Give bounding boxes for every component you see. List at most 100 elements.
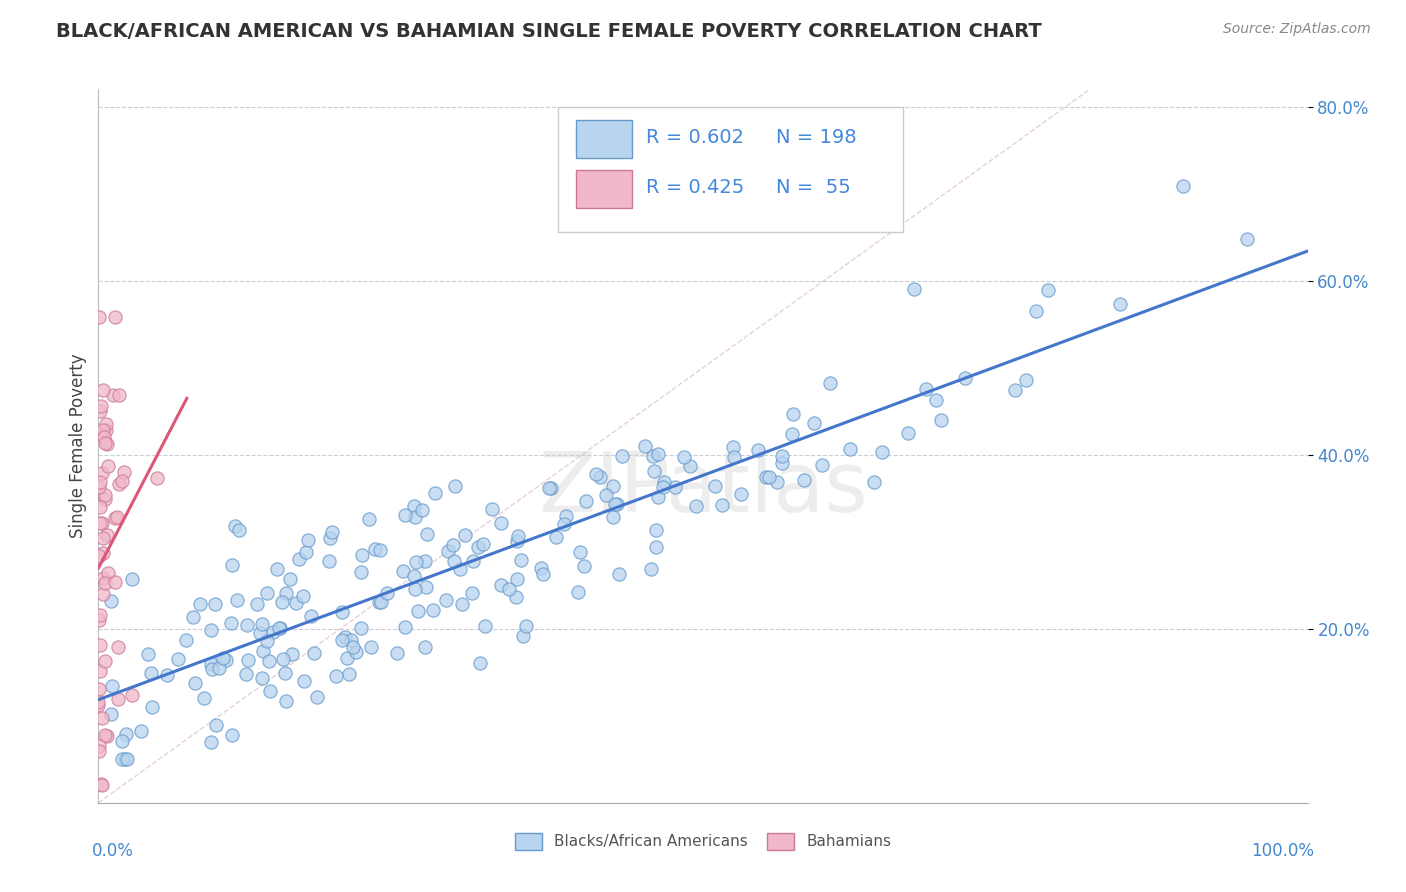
Point bbox=[451, 597, 474, 611]
Point bbox=[404, 569, 426, 583]
Point bbox=[91, 571, 114, 585]
Point bbox=[318, 554, 340, 568]
Point bbox=[350, 566, 373, 580]
Point bbox=[368, 543, 391, 558]
Point bbox=[567, 585, 589, 599]
Point bbox=[321, 524, 343, 539]
Point bbox=[443, 478, 465, 492]
Point bbox=[515, 619, 537, 633]
Point bbox=[278, 572, 301, 586]
Point bbox=[489, 577, 512, 591]
Point bbox=[544, 530, 567, 544]
Point bbox=[249, 626, 271, 640]
Point bbox=[219, 616, 242, 631]
Point bbox=[305, 690, 328, 704]
Point bbox=[156, 668, 179, 682]
Point bbox=[250, 616, 273, 631]
Point bbox=[897, 425, 920, 440]
Point bbox=[101, 388, 124, 402]
Point bbox=[292, 673, 315, 688]
Point bbox=[1025, 303, 1047, 318]
Point bbox=[640, 561, 662, 575]
Point bbox=[181, 609, 204, 624]
Point bbox=[467, 541, 489, 555]
Point bbox=[274, 586, 297, 600]
Point bbox=[297, 533, 319, 547]
Point bbox=[93, 430, 115, 444]
Point bbox=[94, 436, 117, 450]
Point bbox=[489, 516, 512, 530]
Point bbox=[415, 580, 437, 594]
Point bbox=[200, 657, 222, 671]
Point bbox=[723, 450, 745, 465]
Point bbox=[820, 376, 842, 391]
Point bbox=[392, 565, 415, 579]
Point bbox=[91, 587, 114, 601]
Point bbox=[302, 646, 325, 660]
Y-axis label: Single Female Poverty: Single Female Poverty bbox=[69, 354, 87, 538]
Point bbox=[585, 467, 607, 481]
Point bbox=[415, 554, 437, 568]
Point bbox=[87, 695, 110, 709]
Point bbox=[96, 729, 118, 743]
Point bbox=[212, 650, 235, 665]
Point bbox=[766, 475, 789, 489]
Point bbox=[360, 640, 382, 654]
Point bbox=[108, 388, 131, 402]
Point bbox=[793, 473, 815, 487]
Point bbox=[129, 724, 152, 739]
Point bbox=[97, 458, 120, 473]
Text: R = 0.425: R = 0.425 bbox=[647, 178, 744, 197]
Point bbox=[94, 491, 117, 506]
Point bbox=[91, 711, 114, 725]
Point bbox=[104, 510, 127, 524]
Point bbox=[208, 660, 231, 674]
Point bbox=[434, 593, 457, 607]
Point bbox=[803, 416, 825, 430]
Point bbox=[238, 653, 260, 667]
Point bbox=[408, 605, 430, 619]
Point bbox=[606, 497, 628, 511]
Point bbox=[394, 620, 416, 634]
Point bbox=[193, 690, 215, 705]
Point bbox=[87, 682, 110, 697]
Point bbox=[89, 500, 111, 514]
Point bbox=[228, 523, 250, 537]
Point bbox=[730, 487, 752, 501]
FancyBboxPatch shape bbox=[576, 120, 631, 159]
Point bbox=[325, 669, 347, 683]
Point bbox=[105, 510, 128, 524]
Point bbox=[93, 654, 115, 668]
Point bbox=[643, 449, 665, 463]
Point bbox=[174, 632, 197, 647]
Point bbox=[271, 595, 294, 609]
Point bbox=[87, 480, 110, 494]
Point bbox=[425, 486, 447, 500]
Text: 100.0%: 100.0% bbox=[1250, 842, 1313, 860]
Point bbox=[108, 477, 131, 491]
Point bbox=[595, 488, 617, 502]
Point bbox=[651, 480, 673, 494]
Point bbox=[1108, 296, 1130, 310]
Point bbox=[554, 509, 576, 524]
Point bbox=[91, 546, 114, 560]
Point bbox=[235, 618, 257, 632]
Text: R = 0.602: R = 0.602 bbox=[647, 128, 744, 147]
Point bbox=[903, 282, 925, 296]
Point bbox=[114, 752, 136, 766]
Point bbox=[780, 427, 803, 442]
Point bbox=[291, 589, 314, 603]
Point bbox=[146, 471, 169, 485]
Point bbox=[672, 450, 695, 464]
Point bbox=[510, 553, 533, 567]
Point bbox=[758, 470, 780, 484]
Point bbox=[344, 645, 367, 659]
Point bbox=[111, 752, 134, 766]
Point bbox=[540, 481, 562, 495]
Point bbox=[538, 481, 561, 495]
Point bbox=[925, 393, 948, 408]
Text: ZIPatlas: ZIPatlas bbox=[538, 449, 868, 529]
Point bbox=[281, 647, 304, 661]
Point bbox=[364, 542, 387, 557]
Point bbox=[141, 700, 163, 714]
